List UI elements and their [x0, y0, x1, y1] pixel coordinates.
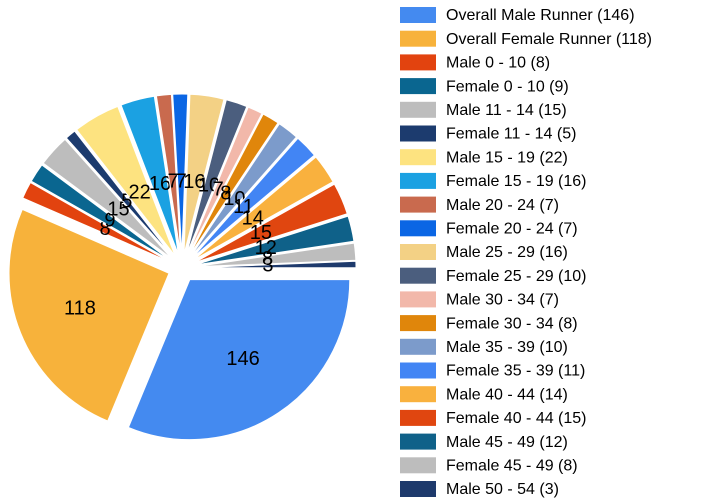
legend-swatch: [400, 125, 436, 142]
legend-label: Male 25 - 29 (16): [446, 244, 568, 261]
legend-label: Male 11 - 14 (15): [446, 102, 567, 119]
slice-label: 7: [213, 178, 224, 200]
legend-label: Male 45 - 49 (12): [446, 434, 568, 451]
legend-label: Male 15 - 19 (22): [446, 149, 568, 166]
legend-swatch: [400, 457, 436, 474]
slice-label: 15: [107, 198, 129, 220]
pie-slice: [195, 260, 357, 269]
pie-slice: [42, 138, 173, 259]
slice-label: 5: [121, 190, 132, 212]
legend-label: Female 30 - 34 (8): [446, 315, 578, 332]
legend-label: Male 50 - 54 (3): [446, 481, 559, 498]
legend-label: Female 40 - 44 (15): [446, 410, 587, 427]
legend-swatch: [400, 149, 436, 166]
slice-label: 16: [183, 171, 205, 193]
pie-slice: [194, 183, 348, 263]
legend-label: Female 35 - 39 (11): [446, 363, 585, 380]
legend-swatch: [400, 386, 436, 403]
legend-label: Female 15 - 19 (16): [446, 173, 587, 190]
legend-swatch: [400, 196, 436, 213]
slice-label: 8: [220, 182, 231, 204]
slice-label: 9: [104, 209, 115, 231]
legend-label: Female 20 - 24 (7): [446, 221, 578, 238]
pie-slice: [22, 181, 170, 263]
legend-swatch: [400, 172, 436, 189]
pie-slice: [8, 208, 170, 422]
legend-swatch: [400, 409, 436, 426]
legend-label: Male 40 - 44 (14): [446, 386, 568, 403]
slice-label: 7: [167, 171, 178, 193]
pie-slice: [120, 95, 179, 255]
legend-swatch: [400, 338, 436, 355]
slice-label: 3: [262, 255, 273, 277]
legend-swatch: [400, 7, 436, 23]
pie-slice: [127, 279, 351, 441]
legend-label: Overall Male Runner (146): [446, 7, 635, 24]
pie-slice: [195, 242, 357, 268]
legend-swatch: [400, 220, 436, 237]
legend-label: Female 25 - 29 (10): [446, 268, 587, 285]
pie-slice: [187, 106, 263, 256]
legend-label: Female 11 - 14 (5): [446, 126, 576, 143]
legend-swatch: [400, 267, 436, 284]
slice-label: 12: [255, 237, 277, 259]
slice-label: 118: [64, 297, 96, 319]
legend-label: Male 35 - 39 (10): [446, 339, 568, 356]
pie-slice: [172, 93, 189, 255]
legend-swatch: [400, 30, 436, 47]
legend-swatch: [400, 315, 436, 332]
legend-swatch: [400, 54, 436, 71]
legend-label: Overall Female Runner (118): [446, 31, 652, 48]
legend-swatch: [400, 291, 436, 308]
legend-swatch: [400, 244, 436, 260]
slice-label: 16: [149, 173, 171, 195]
slice-label: 14: [242, 207, 264, 229]
legend-swatch: [400, 362, 436, 379]
legend-label: Female 45 - 49 (8): [446, 458, 578, 475]
pie-slice: [30, 164, 171, 261]
pie-slice: [188, 113, 279, 257]
legend-label: Male 30 - 34 (7): [446, 292, 559, 309]
pie-slice: [195, 215, 355, 266]
legend-swatch: [400, 78, 436, 95]
legend-swatch: [400, 433, 436, 450]
pie-slice: [65, 130, 174, 258]
pie-slice: [193, 156, 334, 261]
legend-swatch: [400, 481, 436, 497]
pie-slice: [191, 137, 316, 259]
slice-label: 11: [233, 196, 254, 218]
slice-label: 7: [176, 170, 187, 192]
slice-label: 146: [226, 348, 259, 370]
legend-label: Female 0 - 10 (9): [446, 78, 569, 95]
pie-slice: [190, 123, 298, 258]
legend-label: Male 0 - 10 (8): [446, 55, 550, 72]
slice-label: 15: [250, 222, 272, 244]
pie-slice: [155, 93, 182, 255]
pie-slice: [183, 93, 225, 255]
pie-slice: [185, 99, 248, 255]
slice-label: 8: [262, 248, 273, 270]
slice-label: 22: [129, 181, 151, 203]
legend-swatch: [400, 101, 436, 118]
slice-label: 8: [100, 218, 111, 240]
pie-slice: [75, 105, 176, 257]
legend-label: Male 20 - 24 (7): [446, 197, 559, 214]
